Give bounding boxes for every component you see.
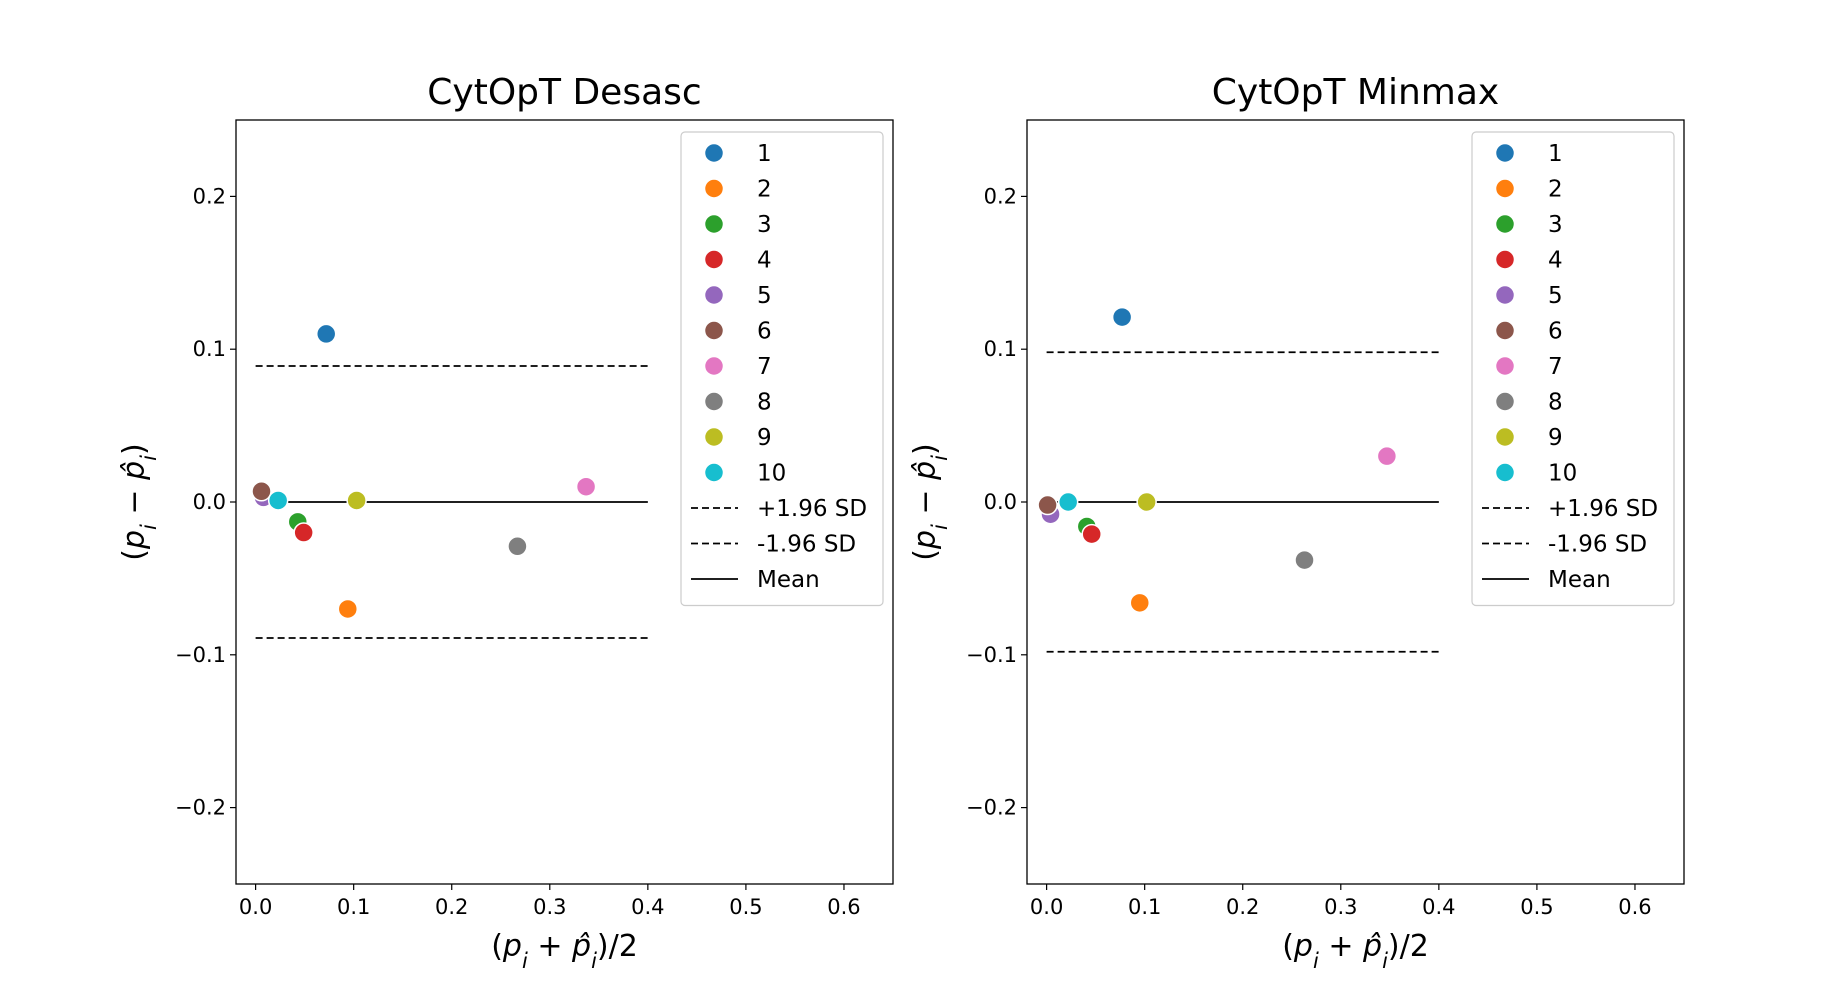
x-tick-label: 0.1 [1128, 895, 1161, 919]
legend: 1 2 3 4 5 6 7 8 9 10 +1.96 SD -1.96 SD Mean [680, 131, 884, 607]
x-tick-label: 0.4 [1422, 895, 1455, 919]
legend-label-7: 7 [1548, 354, 1563, 380]
legend: 1 2 3 4 5 6 7 8 9 10 +1.96 SD -1.96 SD Mean [1471, 131, 1675, 607]
legend-marker-6 [703, 320, 725, 341]
legend-label-3: 3 [1548, 212, 1563, 238]
legend-marker-1 [703, 142, 725, 164]
data-point-6 [251, 481, 272, 502]
y-tick-label: −0.2 [966, 796, 1017, 820]
data-point-10 [1057, 491, 1079, 513]
data-point-9 [346, 490, 367, 511]
data-point-2 [1129, 592, 1151, 614]
legend-label-line-2: -1.96 SD [757, 532, 856, 558]
y-tick-label: −0.2 [175, 796, 226, 820]
x-tick-label: 0.6 [827, 895, 860, 919]
legend-label-10: 10 [1548, 461, 1577, 487]
data-point-4 [293, 522, 314, 543]
legend-marker-7 [703, 355, 725, 377]
data-point-10 [267, 490, 289, 511]
legend-marker-3 [1494, 213, 1516, 235]
x-tick-label: 0.3 [533, 895, 566, 919]
y-tick-label: 0.1 [193, 337, 226, 361]
x-tick-label: 0.5 [729, 895, 762, 919]
legend-label-6: 6 [757, 319, 772, 345]
data-point-8 [507, 536, 528, 557]
legend-label-10: 10 [757, 461, 786, 487]
legend-label-1: 1 [757, 141, 772, 167]
legend-box [680, 131, 884, 607]
legend-marker-8 [1494, 391, 1516, 412]
data-point-6 [1037, 494, 1058, 516]
legend-box [1471, 131, 1675, 607]
x-axis-label: (pi + p̂i)/2(p_i + p̂_i)/2 [1282, 929, 1429, 973]
legend-label-line-2: -1.96 SD [1548, 532, 1647, 558]
legend-marker-10 [1494, 462, 1516, 483]
legend-label-line-3: Mean [1548, 567, 1611, 593]
x-tick-label: 0.0 [239, 895, 272, 919]
x-tick-label: 0.0 [1030, 895, 1063, 919]
legend-marker-2 [703, 178, 725, 199]
x-tick-label: 0.6 [1618, 895, 1651, 919]
legend-marker-6 [1494, 320, 1516, 341]
legend-marker-10 [703, 462, 725, 483]
data-point-7 [575, 476, 597, 497]
data-point-9 [1136, 491, 1157, 513]
legend-marker-1 [1494, 142, 1516, 164]
y-axis-label: (pi − p̂i)(p_i − p̂_i) [117, 443, 161, 560]
legend-marker-2 [1494, 178, 1516, 199]
chart-title: CytOpT Minmax [1212, 72, 1500, 113]
legend-label-5: 5 [1548, 283, 1563, 309]
y-tick-label: 0.1 [984, 337, 1017, 361]
chart-panel-2: CytOpT Minmax 0.0 0.1 0.2 0.3 0.4 0.5 0.6 −0.2 −0… [908, 72, 1685, 973]
chart-panel-1: CytOpT Desasc 0.0 0.1 0.2 0.3 0.4 0.5 0.6 −0.2 −0… [117, 72, 894, 973]
legend-marker-4 [1494, 249, 1516, 270]
legend-marker-8 [703, 391, 725, 412]
legend-marker-5 [703, 284, 725, 306]
x-tick-label: 0.3 [1324, 895, 1357, 919]
y-tick-label: 0.0 [984, 490, 1017, 514]
legend-label-6: 6 [1548, 319, 1563, 345]
legend-label-4: 4 [1548, 248, 1563, 274]
y-tick-label: −0.1 [966, 643, 1017, 667]
legend-label-7: 7 [757, 354, 772, 380]
legend-label-2: 2 [757, 177, 772, 203]
x-tick-label: 0.4 [631, 895, 664, 919]
x-tick-label: 0.5 [1520, 895, 1553, 919]
legend-label-4: 4 [757, 248, 772, 274]
legend-marker-4 [703, 249, 725, 270]
legend-label-3: 3 [757, 212, 772, 238]
legend-marker-9 [1494, 426, 1516, 448]
legend-label-8: 8 [757, 390, 772, 416]
legend-label-1: 1 [1548, 141, 1563, 167]
x-tick-label: 0.2 [435, 895, 468, 919]
data-point-7 [1376, 445, 1398, 467]
legend-label-5: 5 [757, 283, 772, 309]
legend-label-9: 9 [757, 425, 772, 451]
data-point-8 [1294, 549, 1315, 571]
data-point-4 [1081, 523, 1102, 545]
legend-label-8: 8 [1548, 390, 1563, 416]
legend-marker-5 [1494, 284, 1516, 306]
y-tick-label: 0.2 [193, 184, 226, 208]
chart-title: CytOpT Desasc [427, 72, 701, 113]
legend-label-line-3: Mean [757, 567, 820, 593]
y-axis-label: (pi − p̂i)(p_i − p̂_i) [908, 443, 952, 560]
legend-label-line-1: +1.96 SD [1548, 496, 1658, 522]
legend-marker-9 [703, 426, 725, 448]
legend-marker-7 [1494, 355, 1516, 377]
y-tick-label: −0.1 [175, 643, 226, 667]
legend-label-2: 2 [1548, 177, 1563, 203]
legend-label-9: 9 [1548, 425, 1563, 451]
data-point-2 [337, 598, 359, 620]
y-tick-label: 0.0 [193, 490, 226, 514]
y-tick-label: 0.2 [984, 184, 1017, 208]
legend-marker-3 [703, 213, 725, 235]
x-axis-label: (pi + p̂i)/2(p_i + p̂_i)/2 [491, 929, 638, 973]
legend-label-line-1: +1.96 SD [757, 496, 867, 522]
data-point-1 [1111, 306, 1133, 328]
data-point-1 [315, 323, 337, 345]
x-tick-label: 0.2 [1226, 895, 1259, 919]
x-tick-label: 0.1 [337, 895, 370, 919]
